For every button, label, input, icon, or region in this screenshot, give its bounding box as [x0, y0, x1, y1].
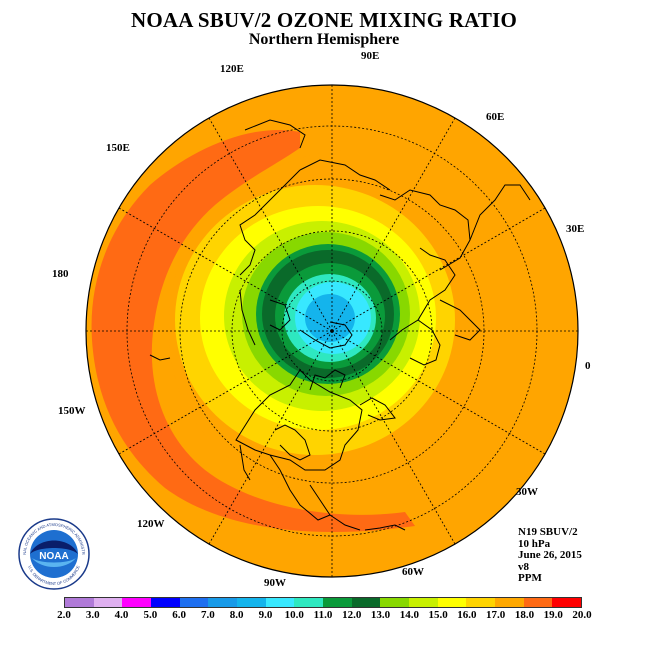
colorbar-tick-label: 5.0: [143, 609, 158, 621]
colorbar-tick-label: 15.0: [428, 609, 448, 621]
colorbar-segment: [466, 598, 496, 607]
meridian-line: [118, 207, 333, 332]
meridian-line: [331, 330, 546, 455]
colorbar-segment: [351, 598, 381, 607]
info-date: June 26, 2015: [518, 549, 582, 561]
colorbar-segment: [93, 598, 123, 607]
colorbar-segment: [380, 598, 410, 607]
colorbar-tick-label: 6.0: [172, 609, 186, 621]
map-subtitle: Northern Hemisphere: [248, 31, 400, 48]
colorbar-segment: [437, 598, 467, 607]
colorbar-tick-label: 16.0: [457, 609, 477, 621]
ozone-field: [86, 85, 578, 577]
lon-label-30e: 30E: [566, 223, 585, 235]
colorbar-segment: [237, 598, 266, 607]
logo-text: NOAA: [39, 551, 68, 562]
meridian-line: [331, 117, 456, 332]
map-border: [85, 84, 579, 578]
lon-label-180: 180: [52, 268, 69, 280]
colorbar-tick-label: 2.0: [57, 609, 71, 621]
colorbar-tick-label: 18.0: [514, 609, 535, 621]
meridian-line: [118, 330, 333, 455]
logo-wave: [32, 558, 76, 567]
colorbar-segment: [323, 598, 352, 607]
colorbar-segment: [265, 598, 295, 607]
colorbar-segment: [523, 598, 553, 607]
colorbar-segment: [65, 598, 94, 607]
info-units: PPM: [518, 572, 542, 584]
colorbar-tick-label: 13.0: [370, 609, 391, 621]
lon-label-120e: 120E: [220, 63, 244, 75]
colorbar-tick-label: 9.0: [258, 609, 273, 621]
meridian-line: [331, 207, 546, 332]
lon-label-120w: 120W: [137, 518, 165, 530]
colorbar: [64, 597, 582, 608]
colorbar-tick-label: 11.0: [313, 609, 333, 621]
info-block: N19 SBUV/2 10 hPa June 26, 2015 v8 PPM: [518, 526, 582, 585]
noaa-logo: NOAA NATIONAL OCEANIC AND ATMOSPHERIC AD…: [18, 518, 90, 590]
lon-label-60w: 60W: [402, 566, 424, 578]
logo-globe: [30, 530, 78, 578]
info-level: 10 hPa: [518, 537, 551, 550]
colorbar-segment: [208, 598, 238, 607]
colorbar-tick-label: 8.0: [229, 609, 244, 621]
colorbar-tick-label: 14.0: [399, 609, 419, 621]
logo-bird: [30, 540, 78, 554]
colorbar-segment: [495, 598, 524, 607]
colorbar-segment: [122, 598, 152, 607]
meridians: [86, 85, 578, 577]
meridian-line: [331, 330, 456, 545]
colorbar-tick-label: 12.0: [342, 609, 362, 621]
lon-label-0: 0: [585, 360, 591, 372]
colorbar-tick-label: 19.0: [543, 609, 563, 621]
lon-label-150w: 150W: [58, 405, 86, 417]
coastlines: [149, 119, 531, 531]
info-version: v8: [518, 560, 529, 573]
colorbar-segment: [151, 598, 180, 607]
colorbar-tick-label: 7.0: [201, 609, 215, 621]
meridian-line: [208, 117, 333, 332]
map-title: NOAA SBUV/2 OZONE MIXING RATIO: [131, 8, 517, 32]
colorbar-tick-label: 10.0: [284, 609, 304, 621]
colorbar-segment: [179, 598, 209, 607]
lon-label-90w: 90W: [264, 577, 286, 589]
field-band-18: [91, 129, 415, 533]
colorbar-tick-label: 3.0: [85, 609, 100, 621]
colorbar-segment: [552, 598, 582, 607]
lon-label-30w: 30W: [516, 486, 538, 498]
lon-label-60e: 60E: [486, 111, 505, 123]
colorbar-tick-label: 4.0: [114, 609, 129, 621]
colorbar-tick-label: 20.0: [572, 609, 592, 621]
colorbar-labels: 2.0 3.0 4.0 5.0 6.0 7.0 8.0 9.0 10.0 11.0 12.0 13.0…: [0, 609, 648, 623]
lon-label-90e: 90E: [361, 50, 380, 62]
lon-label-150e: 150E: [106, 142, 130, 154]
info-satellite: N19 SBUV/2: [518, 526, 578, 538]
colorbar-segment: [409, 598, 438, 607]
colorbar-tick-label: 17.0: [486, 609, 506, 621]
meridian-line: [208, 330, 333, 545]
colorbar-segment: [294, 598, 324, 607]
